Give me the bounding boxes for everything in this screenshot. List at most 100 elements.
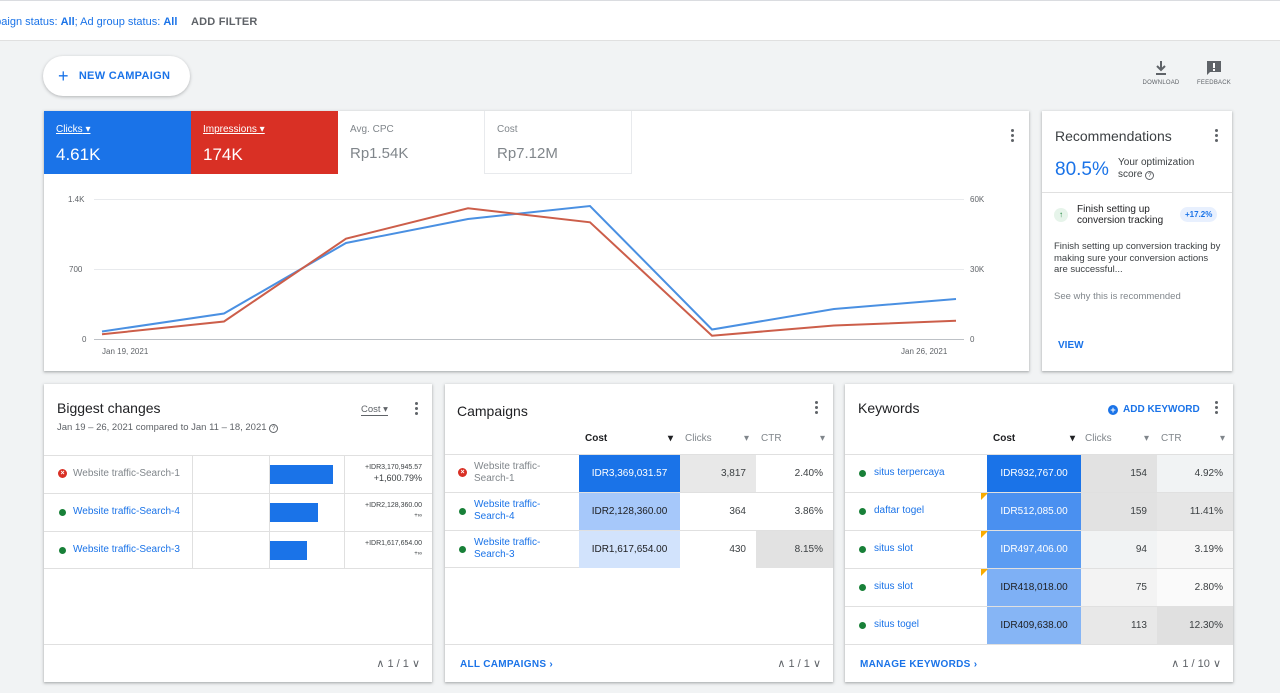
enabled-status-icon <box>859 546 866 553</box>
help-icon[interactable]: ? <box>1145 171 1155 180</box>
clicks-cell: 430 <box>680 531 756 568</box>
keywords-title: Keywords <box>858 400 920 416</box>
keyword-link[interactable]: situs togel <box>874 619 920 630</box>
add-circle-icon: + <box>1108 404 1118 415</box>
enabled-status-icon <box>859 508 866 515</box>
rec-view-button[interactable]: VIEW <box>1058 340 1084 351</box>
adgroup-status-value: All <box>163 16 178 28</box>
y-left-tick: 0 <box>82 335 87 344</box>
campaign-name-link[interactable]: Website traffic-Search-4 <box>73 506 180 517</box>
cost-metric-dropdown[interactable]: Cost ▾ <box>361 404 388 416</box>
keyword-link[interactable]: daftar togel <box>874 505 925 516</box>
biggest-changes-title: Biggest changes <box>57 400 161 416</box>
change-amount: +IDR2,128,360.00 <box>364 502 422 509</box>
prev-page-icon[interactable]: ∧ <box>376 658 385 670</box>
campaign-name-link[interactable]: Website traffic-Search-3 <box>474 537 541 560</box>
filter-bar: mpaign status: All; Ad group status: All… <box>0 0 1280 41</box>
table-row[interactable]: Website traffic-Search-4 +IDR2,128,360.00… <box>44 493 432 531</box>
campaign-name-link[interactable]: Website traffic-Search-4 <box>474 499 541 522</box>
prev-page-icon[interactable]: ∧ <box>777 658 786 670</box>
biggest-changes-subtitle: Jan 19 – 26, 2021 compared to Jan 11 – 1… <box>57 422 279 433</box>
metric-impressions[interactable]: Impressions ▾ 174K <box>191 111 338 174</box>
new-campaign-button[interactable]: + NEW CAMPAIGN <box>43 56 190 96</box>
keyword-link[interactable]: situs slot <box>874 543 913 554</box>
col-header-ctr[interactable]: CTR ▾ <box>761 433 825 444</box>
ctr-cell: 3.19% <box>1157 531 1233 568</box>
rec-why-link[interactable]: See why this is recommended <box>1054 291 1181 302</box>
keyword-link[interactable]: situs terpercaya <box>874 467 945 478</box>
help-icon[interactable]: ? <box>269 424 279 433</box>
feedback-label: FEEDBACK <box>1197 80 1231 86</box>
table-row[interactable]: Website traffic-Search-3 IDR1,617,654.00 4… <box>445 530 833 568</box>
col-header-clicks[interactable]: Clicks ▾ <box>685 433 749 444</box>
campaign-status-value: All <box>60 16 75 28</box>
pager-label: 1 / 1 <box>788 658 810 670</box>
change-percent: +∞ <box>414 513 422 519</box>
cost-cell: IDR497,406.00 <box>987 531 1081 568</box>
table-row[interactable]: × Website traffic-Search-1 IDR3,369,031.57… <box>445 454 833 492</box>
campaigns-footer: ALL CAMPAIGNS › ∧ 1 / 1 ∨ <box>445 644 833 682</box>
metric-clicks[interactable]: Clicks ▾ 4.61K <box>44 111 191 174</box>
keywords-more-icon[interactable] <box>1214 401 1220 417</box>
table-row[interactable]: Website traffic-Search-3 +IDR1,617,654.00… <box>44 531 432 569</box>
metric-avg-cpc[interactable]: Avg. CPC Rp1.54K <box>338 111 485 174</box>
table-row[interactable]: × Website traffic-Search-1 +IDR3,170,945.5… <box>44 455 432 493</box>
change-line <box>269 456 270 493</box>
all-campaigns-link[interactable]: ALL CAMPAIGNS › <box>460 659 554 670</box>
change-value: +IDR1,617,654.00 +∞ <box>365 539 422 559</box>
cost-cell: IDR932,767.00 <box>987 455 1081 492</box>
campaigns-card: Campaigns Cost ▾ Clicks ▾ CTR ▾ × Website tr… <box>445 384 833 682</box>
bar-area <box>192 456 345 493</box>
table-row[interactable]: daftar togel IDR512,085.00 159 11.41% <box>845 492 1233 530</box>
campaign-name-link[interactable]: Website traffic-Search-1 <box>474 461 541 484</box>
table-row[interactable]: situs slot IDR497,406.00 94 3.19% <box>845 530 1233 568</box>
next-page-icon[interactable]: ∨ <box>1212 658 1221 670</box>
campaigns-title: Campaigns <box>457 403 528 419</box>
col-header-cost[interactable]: Cost ▾ <box>993 433 1075 444</box>
change-line <box>269 532 270 569</box>
feedback-icon <box>1207 61 1221 75</box>
download-button[interactable]: DOWNLOAD <box>1139 60 1183 86</box>
manage-keywords-link[interactable]: MANAGE KEYWORDS › <box>860 659 978 670</box>
keyword-link[interactable]: situs slot <box>874 581 913 592</box>
enabled-status-icon <box>859 584 866 591</box>
pager[interactable]: ∧ 1 / 1 ∨ <box>376 657 420 670</box>
metric-cost[interactable]: Cost Rp7.12M <box>485 111 632 174</box>
prev-page-icon[interactable]: ∧ <box>1171 658 1180 670</box>
change-amount: +IDR1,617,654.00 <box>364 540 422 547</box>
pager[interactable]: ∧ 1 / 10 ∨ <box>1171 657 1221 670</box>
overview-line-chart <box>101 204 957 337</box>
metric-cost-value: Rp7.12M <box>497 145 558 162</box>
y-left-tick: 1.4K <box>68 195 85 204</box>
gridline-base <box>94 339 964 340</box>
col-header-clicks[interactable]: Clicks ▾ <box>1085 433 1149 444</box>
table-row[interactable]: situs slot IDR418,018.00 75 2.80% <box>845 568 1233 606</box>
feedback-button[interactable]: FEEDBACK <box>1192 60 1236 86</box>
recommendations-more-icon[interactable] <box>1214 129 1220 145</box>
biggest-changes-more-icon[interactable] <box>414 402 420 418</box>
clicks-cell: 154 <box>1081 455 1157 492</box>
overview-more-icon[interactable] <box>1010 129 1016 145</box>
col-header-ctr[interactable]: CTR ▾ <box>1161 433 1225 444</box>
table-row[interactable]: situs togel IDR409,638.00 113 12.30% <box>845 606 1233 644</box>
enabled-status-icon <box>859 470 866 477</box>
ctr-cell: 2.40% <box>756 455 833 492</box>
add-keyword-button[interactable]: + ADD KEYWORD <box>1108 404 1200 415</box>
campaign-name-link[interactable]: Website traffic-Search-1 <box>73 468 180 479</box>
campaign-name-link[interactable]: Website traffic-Search-3 <box>73 544 180 555</box>
next-page-icon[interactable]: ∨ <box>411 658 420 670</box>
col-header-cost[interactable]: Cost ▾ <box>585 433 673 444</box>
campaigns-more-icon[interactable] <box>814 401 820 417</box>
ctr-cell: 11.41% <box>1157 493 1233 530</box>
next-page-icon[interactable]: ∨ <box>812 658 821 670</box>
change-bar <box>270 465 333 484</box>
conversion-tracking-icon: ↑ <box>1054 208 1068 222</box>
table-row[interactable]: situs terpercaya IDR932,767.00 154 4.92% <box>845 454 1233 492</box>
rec-item-title[interactable]: Finish setting up conversion tracking <box>1077 204 1164 226</box>
warning-corner-icon <box>981 493 988 500</box>
table-row[interactable]: Website traffic-Search-4 IDR2,128,360.00 3… <box>445 492 833 530</box>
pager[interactable]: ∧ 1 / 1 ∨ <box>777 657 821 670</box>
filter-summary[interactable]: mpaign status: All; Ad group status: All <box>0 16 177 28</box>
add-filter-button[interactable]: ADD FILTER <box>191 16 258 28</box>
gridline-mid <box>94 269 964 270</box>
